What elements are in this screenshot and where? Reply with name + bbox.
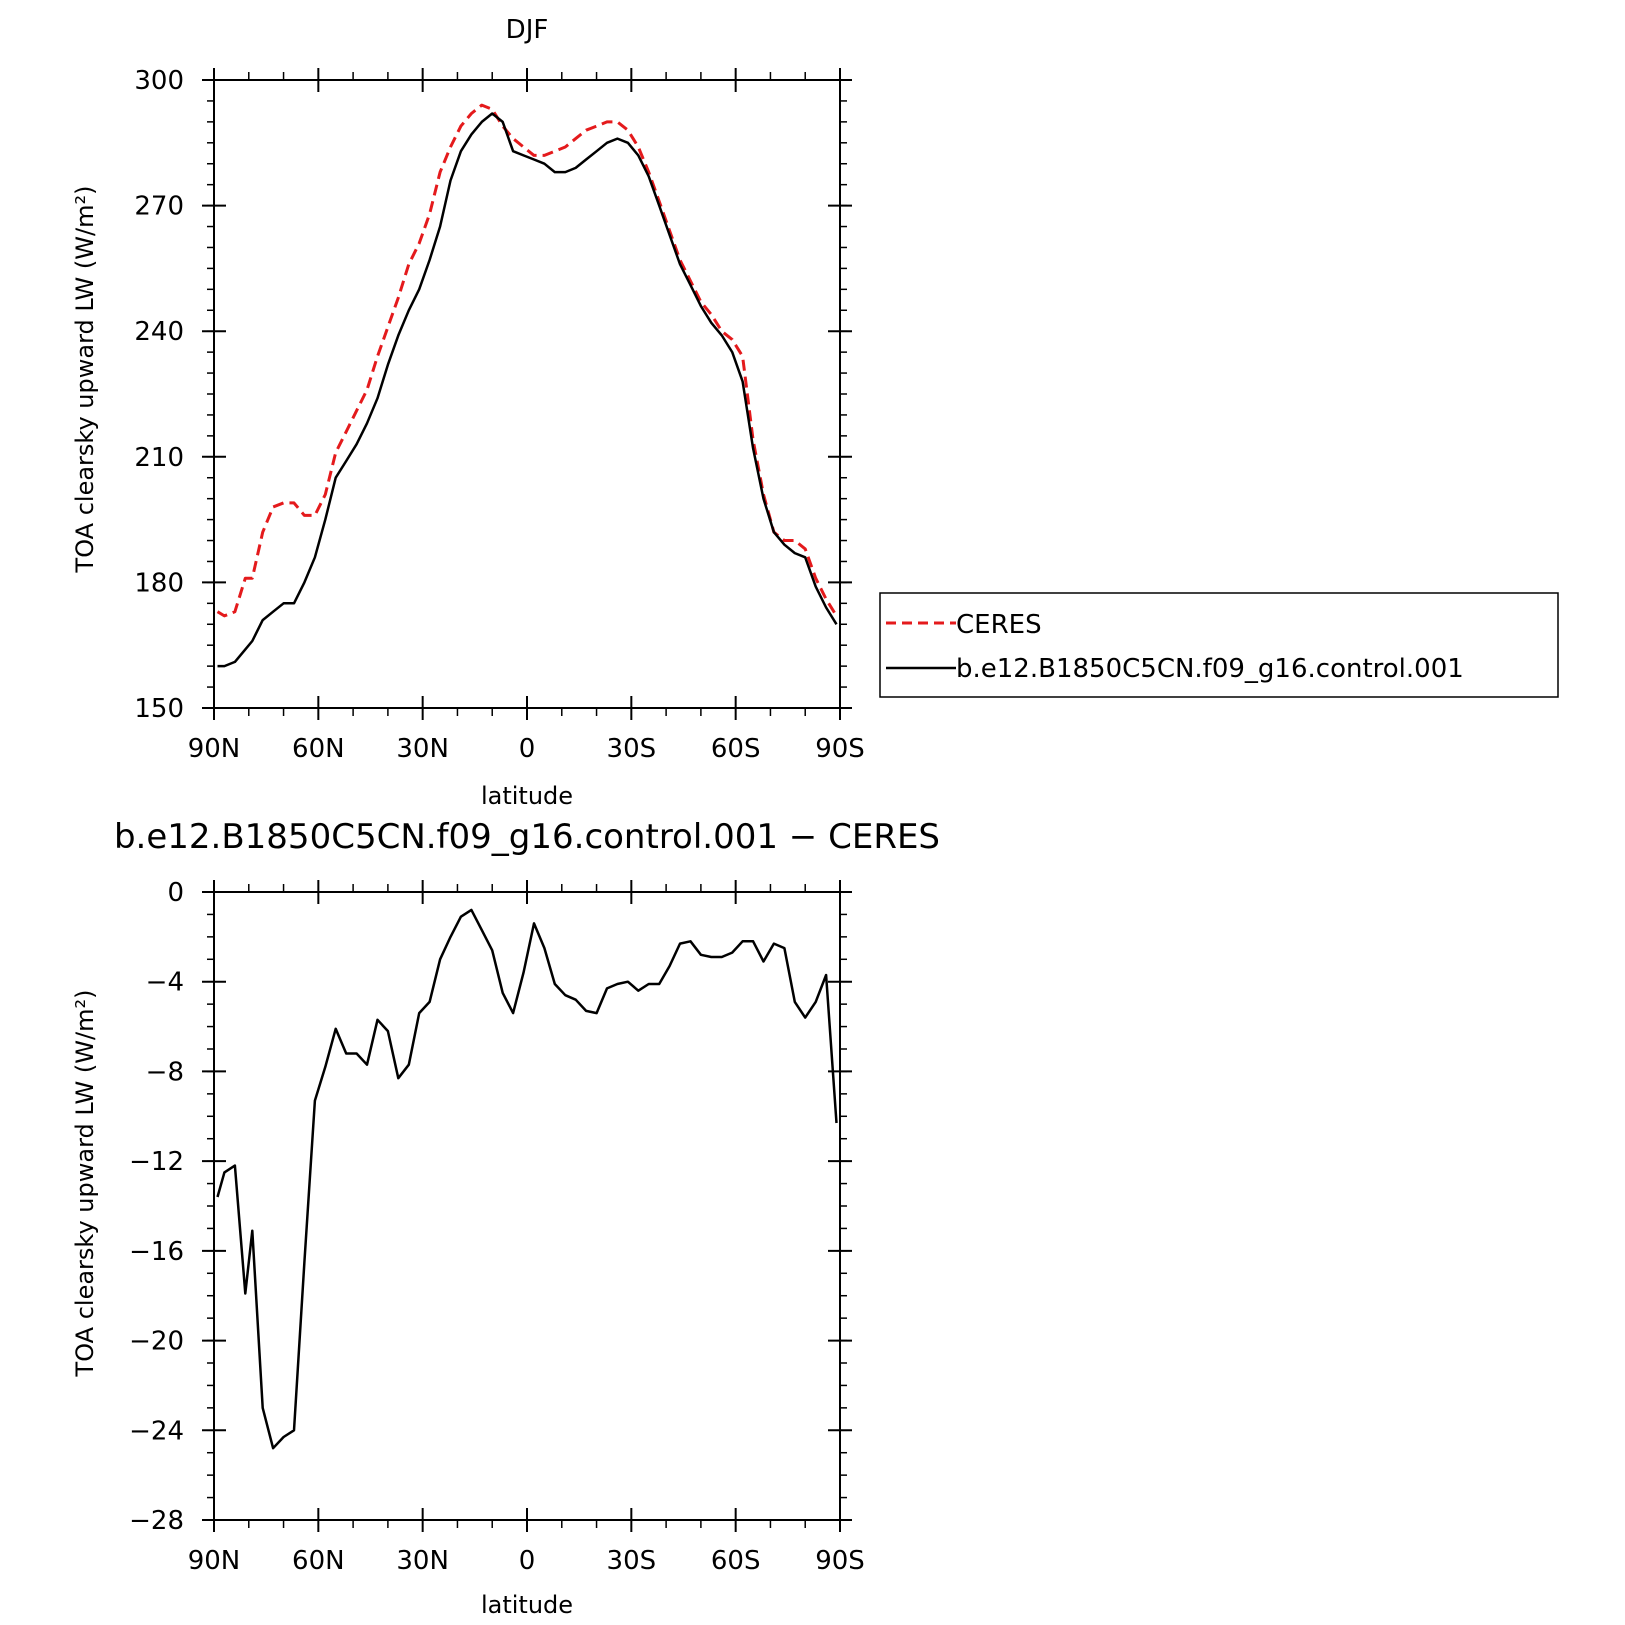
- bottom-y-tick-label: −8: [146, 1057, 184, 1087]
- bottom-y-axis-label: TOA clearsky upward LW (W/m²): [71, 990, 99, 1378]
- bottom-y-tick-label: 0: [167, 878, 184, 908]
- legend-box: [879, 592, 1559, 698]
- bottom-x-tick-label: 30N: [396, 1546, 449, 1576]
- bottom-x-tick-label: 0: [519, 1546, 536, 1576]
- top-x-tick-label: 90S: [815, 734, 865, 764]
- bottom-y-tick-labels: 0 −4 −8 −12 −16 −20 −24 −28: [129, 878, 184, 1536]
- bottom-x-tick-label: 60S: [711, 1546, 761, 1576]
- bottom-x-tick-label: 30S: [607, 1546, 657, 1576]
- top-x-tick-label: 30N: [396, 734, 449, 764]
- bottom-y-tick-label: −20: [129, 1327, 184, 1357]
- bottom-x-tick-label: 90N: [188, 1546, 241, 1576]
- top-series-line-ceres: [216, 103, 838, 618]
- bottom-x-tick-labels: 90N 60N 30N 0 30S 60S 90S: [188, 1546, 865, 1576]
- bottom-x-tick-label: 60N: [292, 1546, 345, 1576]
- bottom-y-tick-label: −4: [146, 968, 184, 998]
- top-series-line-b-e12-b1850c5cn-f09-g16-control-001: [217, 112, 838, 668]
- top-y-tick-label: 210: [134, 443, 184, 473]
- top-y-tick-label: 270: [134, 192, 184, 222]
- legend-label-ceres: CERES: [956, 610, 1042, 640]
- top-y-axis-label: TOA clearsky upward LW (W/m²): [71, 186, 99, 574]
- bottom-x-axis-label: latitude: [481, 1591, 573, 1619]
- top-chart-title: DJF: [506, 15, 549, 45]
- bottom-y-tick-label: −16: [129, 1237, 184, 1267]
- bottom-panel: b.e12.B1850C5CN.f09_g16.control.001 − CE…: [71, 817, 940, 1619]
- top-y-tick-label: 150: [134, 694, 184, 724]
- top-x-tick-label: 90N: [188, 734, 241, 764]
- top-y-tick-label: 180: [134, 568, 184, 598]
- top-x-tick-label: 30S: [607, 734, 657, 764]
- top-y-tick-label: 300: [134, 66, 184, 96]
- bottom-y-tick-label: −12: [129, 1147, 184, 1177]
- top-x-axis-label: latitude: [481, 782, 573, 810]
- top-x-tick-labels: 90N 60N 30N 0 30S 60S 90S: [188, 734, 865, 764]
- bottom-y-tick-label: −24: [129, 1416, 184, 1446]
- top-series-lines: [216, 103, 838, 668]
- bottom-y-tick-label: −28: [129, 1506, 184, 1536]
- top-x-tick-label: 0: [519, 734, 536, 764]
- top-y-tick-label: 240: [134, 317, 184, 347]
- top-x-tick-label: 60N: [292, 734, 345, 764]
- bottom-series-lines: [216, 908, 838, 1450]
- bottom-chart-title: b.e12.B1850C5CN.f09_g16.control.001 − CE…: [114, 817, 940, 857]
- bottom-series-line-0: [216, 908, 838, 1450]
- legend-label-model: b.e12.B1850C5CN.f09_g16.control.001: [956, 654, 1464, 684]
- bottom-x-tick-label: 90S: [815, 1546, 865, 1576]
- top-x-tick-label: 60S: [711, 734, 761, 764]
- top-tick-marks: [202, 68, 852, 720]
- bottom-tick-marks: [202, 880, 852, 1532]
- top-y-tick-labels: 150 180 210 240 270 300: [134, 66, 184, 724]
- top-panel: DJF TOA clearsky upward LW (W/m²) latitu…: [71, 15, 865, 810]
- legend: CERES b.e12.B1850C5CN.f09_g16.control.00…: [879, 592, 1559, 698]
